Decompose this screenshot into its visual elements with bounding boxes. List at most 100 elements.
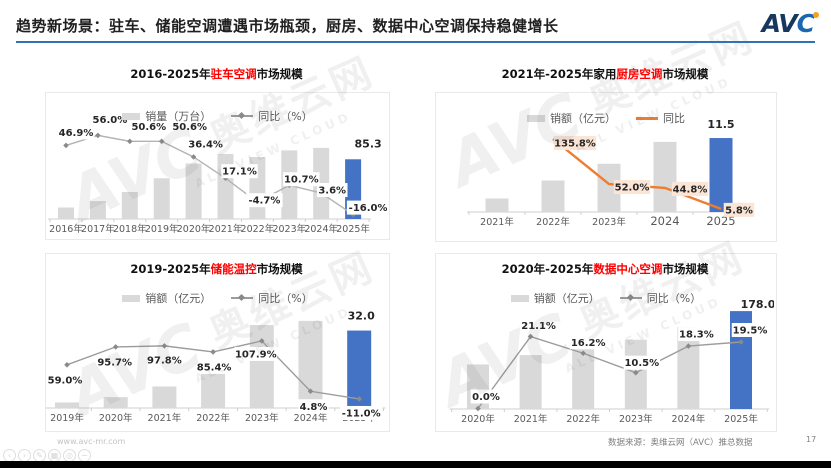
data-label-bg (613, 180, 651, 195)
yoy-data-label: 21.1% (521, 321, 556, 332)
data-label-bg (234, 346, 277, 361)
bar-2018年 (121, 191, 138, 219)
yoy-data-label: 135.8% (554, 138, 596, 149)
tick-label: 2024 (650, 214, 679, 228)
parking-ac-chart: 2016年2017年2018年2019年2020年2021年2022年2023年… (48, 112, 387, 235)
legend-line-swatch (636, 116, 658, 120)
legend: 销额（亿元） 同比（%） (436, 290, 776, 306)
tick-label: 2016年 (49, 223, 83, 235)
tick-label: 2021年 (514, 413, 548, 425)
chart-title-highlight: 驻车空调 (210, 67, 257, 81)
legend: 销额（亿元） 同比（%） (46, 290, 389, 306)
yoy-data-label: 4.8% (300, 402, 328, 413)
yoy-data-label: 50.6% (172, 122, 207, 133)
title-divider (16, 41, 815, 43)
tick-label: 2022年 (566, 413, 600, 425)
line-marker (580, 350, 586, 357)
legend-line-label: 同比（%） (646, 292, 702, 305)
legend-bar-label: 销额（亿元） (533, 292, 600, 305)
yoy-data-label: 36.4% (188, 139, 223, 150)
data-label-bg (553, 135, 597, 150)
bar-2019年 (55, 402, 79, 408)
bar-2020年 (103, 397, 128, 408)
tick-label: 2019年 (145, 223, 179, 235)
line-marker (685, 343, 692, 349)
data-label-bg (298, 399, 329, 414)
tick-label: 2021年 (209, 223, 243, 235)
legend-bar-swatch (122, 294, 141, 302)
yoy-data-label: 18.3% (679, 330, 714, 341)
legend: 销量（万台） 同比（%） (46, 108, 389, 124)
chart-panel-data-center: 销额（亿元） 同比（%） 2020年 2021年 2022年 2023年 2024年 20… (435, 253, 777, 432)
tick-label: 2025年 (336, 223, 370, 235)
chart-title-suffix: 市场规模 (256, 67, 303, 81)
yoy-data-label: -11.0% (342, 408, 381, 419)
data-label-bg (346, 200, 387, 215)
tick-label: 2019年 (50, 412, 84, 424)
bar-value-label: 85.3 (355, 137, 382, 150)
legend-line-label: 同比（%） (258, 292, 313, 305)
yoy-data-label: 19.5% (733, 326, 768, 337)
data-label-bg (671, 181, 709, 196)
line-marker (307, 388, 314, 395)
yoy-data-label: 95.7% (97, 357, 132, 368)
legend-bar-label: 销量（万台） (145, 110, 212, 123)
yoy-data-label: 10.5% (624, 358, 659, 369)
page-number: 17 (806, 435, 817, 444)
yoy-data-label: 46.9% (59, 128, 94, 139)
chart-title-prefix: 2020年-2025年 (501, 262, 594, 276)
avc-logo-c: C (797, 9, 819, 38)
bar-2021年 (519, 355, 542, 409)
line-marker (161, 343, 168, 349)
tick-label: 2023年 (272, 223, 306, 235)
yoy-line (477, 335, 742, 409)
bar-2023年 (249, 324, 274, 408)
tick-label: 2017年 (81, 223, 115, 235)
data-label-bg (195, 359, 233, 374)
bar-value-label: 11.5 (707, 118, 734, 131)
bar-2024年 (677, 327, 700, 409)
legend-bar-label: 销额（亿元） (550, 112, 616, 125)
bar-2021年 (217, 153, 234, 219)
viewer-controls: ‹ › ✎ ▦ ◎ − (3, 449, 91, 462)
tick-label: 2025 (706, 214, 735, 228)
yoy-data-label: 10.7% (284, 175, 319, 186)
line-marker (112, 344, 119, 350)
energy-storage-chart: 2019年2020年2021年2022年2023年2024年2025年59.0%… (46, 310, 386, 424)
line-marker (158, 138, 165, 145)
line-marker (350, 211, 356, 218)
bar-2019年 (153, 178, 170, 219)
data-label-bg (678, 327, 715, 342)
yoy-data-label: 5.8% (725, 205, 753, 216)
data-label-bg (731, 323, 769, 338)
website-url: www.avc-mr.com (57, 437, 126, 446)
bar-2025 (709, 138, 733, 212)
legend-line-label: 同比（%） (258, 110, 313, 123)
tick-label: 2020年 (99, 412, 133, 424)
chart-title-highlight: 储能温控 (210, 262, 257, 276)
chart-title-highlight: 数据中心空调 (593, 262, 663, 276)
legend-line-swatch (231, 297, 254, 299)
kitchen-ac-chart: 2021年 2022年 2023年 2024 2025 135.8% 52.0% 44.8% 5… (467, 118, 755, 228)
line-marker (127, 138, 133, 145)
yoy-data-label: 52.0% (615, 183, 650, 194)
tick-label: 2024年 (294, 412, 328, 424)
bar-2022年 (572, 346, 595, 409)
legend-line-swatch (231, 115, 254, 117)
yoy-data-label: 17.1% (222, 167, 257, 178)
bar-2021年 (485, 198, 509, 212)
chart-title-kitchen: 2021年-2025年家用厨房空调市场规模 (435, 66, 775, 82)
next-icon[interactable]: › (18, 449, 31, 462)
grid-icon[interactable]: ▦ (48, 449, 61, 462)
yoy-data-label: 59.0% (48, 375, 83, 386)
data-label-bg (723, 202, 755, 217)
chart-title-suffix: 市场规模 (256, 262, 303, 276)
yoy-data-label: 16.2% (571, 338, 606, 349)
yoy-data-label: 107.9% (235, 349, 277, 360)
bottom-bar (0, 461, 831, 468)
yoy-line (65, 134, 354, 216)
chart-title-suffix: 市场规模 (662, 262, 709, 276)
avc-logo: AVC (762, 9, 819, 38)
minimize-icon[interactable]: − (78, 449, 91, 462)
